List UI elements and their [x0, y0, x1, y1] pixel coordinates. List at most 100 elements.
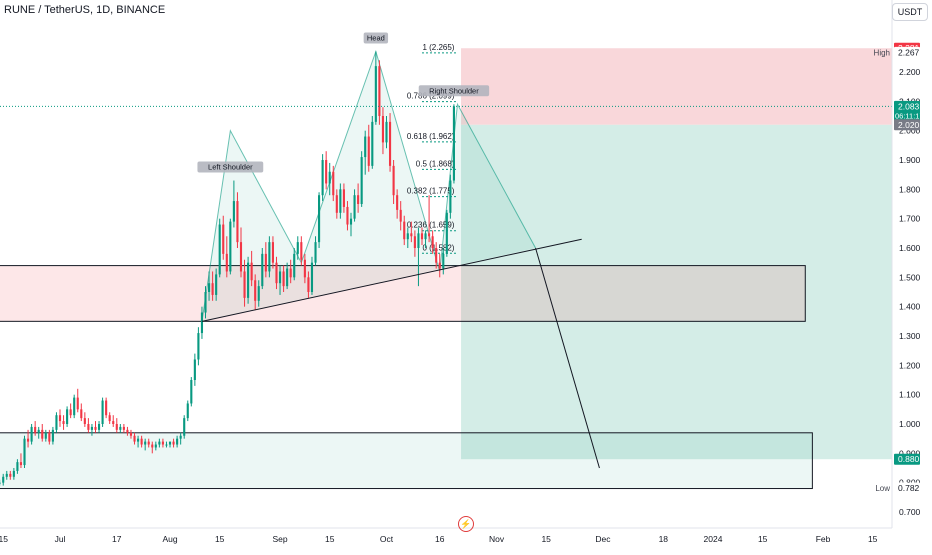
candle	[101, 397, 104, 427]
candle-body	[80, 409, 83, 419]
pattern-annotation: Left Shoulder	[197, 161, 264, 173]
candle	[268, 236, 271, 278]
candle-body	[122, 426, 125, 430]
candle	[385, 116, 388, 149]
candle	[232, 180, 235, 228]
candle-body	[232, 201, 235, 222]
candle	[30, 424, 33, 445]
candle-body	[101, 400, 104, 424]
pattern-annotation: Right Shoulder	[418, 85, 490, 97]
candle-body	[0, 482, 1, 484]
candle-body	[115, 424, 118, 430]
candle	[332, 165, 335, 202]
candle	[69, 403, 72, 419]
candle-body	[388, 121, 392, 166]
candle	[442, 248, 445, 275]
tradingview-logo-icon[interactable]: ⚡	[458, 516, 474, 532]
y-tick-label: 1.700	[899, 214, 921, 224]
x-tick-label: 15	[215, 534, 225, 544]
candle-body	[69, 409, 72, 416]
candle-body	[293, 253, 296, 278]
candle	[239, 227, 243, 278]
price-label-tag: High	[874, 48, 890, 57]
candle-body	[271, 242, 274, 263]
candle	[225, 236, 228, 278]
candle	[438, 253, 441, 278]
candle-body	[112, 421, 115, 424]
y-tick-label: 1.200	[899, 360, 921, 370]
candle	[452, 104, 455, 184]
candle-body	[353, 195, 356, 219]
candle-body	[360, 157, 363, 204]
candle	[105, 397, 108, 419]
x-tick-label: 15	[541, 534, 551, 544]
price-label: 2.267 High	[874, 46, 920, 58]
candle	[357, 183, 360, 213]
candle	[282, 265, 285, 292]
candle	[388, 113, 392, 172]
price-label-text: 2.267	[898, 47, 920, 57]
candle	[236, 192, 239, 248]
y-tick-label: 0.900	[899, 448, 921, 458]
candle-body	[19, 462, 23, 466]
candle	[190, 377, 193, 407]
candle	[108, 412, 111, 424]
candle	[19, 453, 23, 468]
annotation-box	[197, 161, 264, 173]
candle-body	[410, 233, 413, 237]
x-tick-label: Aug	[162, 534, 177, 544]
candle	[66, 406, 69, 427]
candle	[2, 473, 5, 486]
candle	[449, 174, 452, 219]
candle-body	[328, 171, 331, 184]
candle	[0, 479, 1, 486]
candle-body	[97, 424, 101, 430]
pattern-fill	[201, 51, 536, 322]
candle	[87, 418, 90, 433]
candle-body	[94, 426, 97, 430]
price-label-text: 2.020	[898, 120, 920, 130]
candle-body	[449, 180, 452, 213]
fib-level-label: 0.382 (1.775)	[407, 187, 455, 196]
candle	[144, 438, 147, 451]
candle	[264, 242, 267, 278]
candle-body	[264, 253, 267, 272]
candle	[431, 230, 434, 254]
candle	[321, 154, 324, 202]
candle	[133, 432, 136, 445]
fib-level-label: 0.618 (1.962)	[407, 132, 455, 141]
candle	[129, 429, 133, 439]
stop-loss-zone	[461, 48, 892, 125]
candle	[165, 441, 168, 448]
candle	[9, 470, 12, 480]
x-axis: 15 Jul 17 Aug 15 Sep 15 Oct 16 Nov 15 Dec 18 2024 15 Fe…	[0, 527, 892, 544]
candle	[325, 151, 328, 190]
candle-body	[119, 426, 122, 430]
candle	[76, 388, 79, 413]
price-label-bg	[894, 46, 920, 58]
candle-body	[417, 233, 420, 248]
candle	[186, 400, 189, 422]
candle	[179, 432, 182, 445]
candle-body	[286, 268, 289, 287]
candle-body	[424, 233, 427, 240]
candle-body	[9, 473, 12, 477]
candle-body	[268, 242, 271, 272]
x-tick-label: Jul	[55, 534, 66, 544]
y-tick-label: 1.100	[899, 390, 921, 400]
candle-body	[225, 253, 228, 272]
candle	[168, 441, 172, 448]
candle-body	[58, 415, 62, 422]
candle	[314, 236, 317, 266]
price-label-bg	[894, 100, 920, 121]
candle-body	[140, 438, 143, 445]
candle	[303, 253, 306, 284]
price-label-bg	[894, 482, 920, 494]
candle	[172, 438, 175, 448]
candle	[346, 201, 349, 231]
candle-body	[403, 221, 406, 240]
candle	[289, 259, 292, 284]
candle-body	[282, 271, 285, 287]
currency-button[interactable]: USDT	[892, 3, 928, 21]
